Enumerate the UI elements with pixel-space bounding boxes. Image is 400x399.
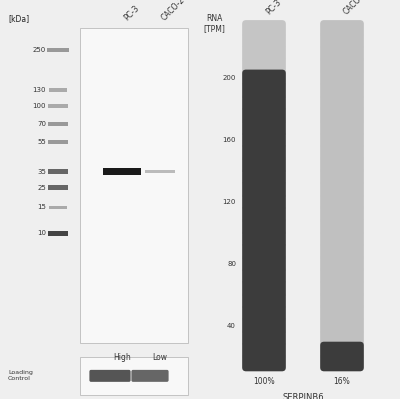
FancyBboxPatch shape (320, 354, 364, 371)
Text: 35: 35 (37, 168, 46, 175)
FancyBboxPatch shape (131, 370, 169, 382)
FancyBboxPatch shape (320, 317, 364, 334)
Text: 25: 25 (37, 184, 46, 191)
FancyBboxPatch shape (48, 231, 68, 236)
FancyBboxPatch shape (242, 94, 286, 112)
FancyBboxPatch shape (242, 304, 286, 322)
FancyBboxPatch shape (242, 317, 286, 334)
Text: PC-3: PC-3 (122, 3, 141, 22)
FancyBboxPatch shape (242, 57, 286, 75)
Text: Low: Low (152, 353, 168, 362)
Text: 200: 200 (223, 75, 236, 81)
Text: 160: 160 (222, 137, 236, 143)
FancyBboxPatch shape (320, 292, 364, 310)
Text: CACO-2: CACO-2 (160, 0, 187, 22)
FancyBboxPatch shape (145, 170, 175, 173)
FancyBboxPatch shape (320, 94, 364, 112)
FancyBboxPatch shape (242, 267, 286, 285)
FancyBboxPatch shape (320, 20, 364, 38)
FancyBboxPatch shape (320, 280, 364, 297)
FancyBboxPatch shape (47, 48, 69, 52)
FancyBboxPatch shape (80, 357, 188, 395)
Text: CACO-2: CACO-2 (342, 0, 369, 17)
FancyBboxPatch shape (242, 156, 286, 174)
FancyBboxPatch shape (320, 243, 364, 260)
FancyBboxPatch shape (48, 169, 68, 174)
Text: 40: 40 (227, 322, 236, 329)
Text: Loading
Control: Loading Control (8, 370, 33, 381)
FancyBboxPatch shape (320, 144, 364, 161)
FancyBboxPatch shape (242, 255, 286, 273)
Text: 16%: 16% (334, 377, 350, 387)
Text: High: High (113, 353, 131, 362)
FancyBboxPatch shape (320, 57, 364, 75)
FancyBboxPatch shape (242, 119, 286, 136)
FancyBboxPatch shape (320, 69, 364, 87)
FancyBboxPatch shape (320, 156, 364, 174)
FancyBboxPatch shape (242, 243, 286, 260)
FancyBboxPatch shape (49, 206, 67, 209)
FancyBboxPatch shape (242, 181, 286, 198)
FancyBboxPatch shape (242, 205, 286, 223)
FancyBboxPatch shape (90, 370, 130, 382)
Text: [kDa]: [kDa] (8, 14, 29, 23)
FancyBboxPatch shape (242, 193, 286, 211)
FancyBboxPatch shape (320, 82, 364, 99)
Text: 130: 130 (32, 87, 46, 93)
Text: 70: 70 (37, 120, 46, 127)
FancyBboxPatch shape (242, 354, 286, 371)
FancyBboxPatch shape (242, 280, 286, 297)
FancyBboxPatch shape (320, 119, 364, 136)
FancyBboxPatch shape (242, 329, 286, 347)
Text: 100: 100 (32, 103, 46, 109)
FancyBboxPatch shape (48, 104, 68, 107)
FancyBboxPatch shape (48, 185, 68, 190)
FancyBboxPatch shape (320, 193, 364, 211)
Text: 10: 10 (37, 230, 46, 237)
FancyBboxPatch shape (320, 304, 364, 322)
FancyBboxPatch shape (80, 28, 188, 343)
FancyBboxPatch shape (242, 230, 286, 248)
FancyBboxPatch shape (242, 168, 286, 186)
FancyBboxPatch shape (320, 205, 364, 223)
FancyBboxPatch shape (320, 107, 364, 124)
FancyBboxPatch shape (320, 255, 364, 273)
Text: SERPINB6: SERPINB6 (282, 393, 324, 399)
Text: PC-3: PC-3 (264, 0, 283, 17)
FancyBboxPatch shape (242, 20, 286, 38)
Text: RNA
[TPM]: RNA [TPM] (203, 14, 225, 34)
FancyBboxPatch shape (242, 45, 286, 62)
FancyBboxPatch shape (320, 329, 364, 347)
FancyBboxPatch shape (320, 342, 364, 359)
Text: 15: 15 (37, 204, 46, 211)
Text: 120: 120 (223, 199, 236, 205)
FancyBboxPatch shape (320, 218, 364, 235)
FancyBboxPatch shape (242, 342, 286, 359)
FancyBboxPatch shape (103, 168, 141, 175)
FancyBboxPatch shape (320, 230, 364, 248)
Text: 100%: 100% (253, 377, 275, 387)
FancyBboxPatch shape (242, 292, 286, 310)
FancyBboxPatch shape (320, 267, 364, 285)
FancyBboxPatch shape (320, 131, 364, 149)
FancyBboxPatch shape (242, 82, 286, 99)
Text: 55: 55 (37, 138, 46, 145)
FancyBboxPatch shape (242, 32, 286, 50)
FancyBboxPatch shape (320, 181, 364, 198)
FancyBboxPatch shape (48, 140, 68, 144)
FancyBboxPatch shape (320, 45, 364, 62)
FancyBboxPatch shape (48, 122, 68, 126)
Text: 250: 250 (33, 47, 46, 53)
FancyBboxPatch shape (242, 144, 286, 161)
Text: 80: 80 (227, 261, 236, 267)
FancyBboxPatch shape (242, 107, 286, 124)
FancyBboxPatch shape (242, 218, 286, 235)
FancyBboxPatch shape (320, 168, 364, 186)
FancyBboxPatch shape (242, 69, 286, 87)
FancyBboxPatch shape (320, 32, 364, 50)
FancyBboxPatch shape (242, 131, 286, 149)
FancyBboxPatch shape (49, 88, 67, 92)
